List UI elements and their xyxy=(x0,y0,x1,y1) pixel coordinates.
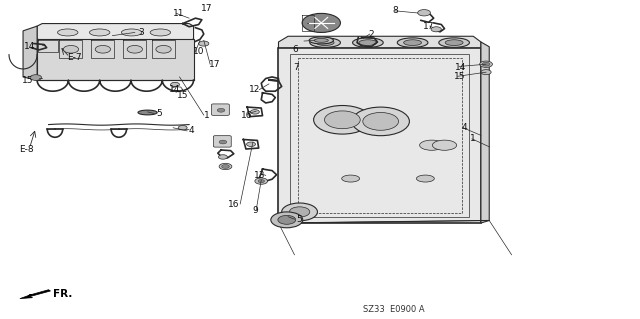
Ellipse shape xyxy=(314,39,328,42)
Text: 6: 6 xyxy=(293,45,299,55)
Polygon shape xyxy=(20,290,51,299)
Polygon shape xyxy=(37,39,193,80)
Ellipse shape xyxy=(359,40,377,46)
Text: 15: 15 xyxy=(177,92,188,100)
Text: FR.: FR. xyxy=(53,289,72,300)
Ellipse shape xyxy=(90,29,110,36)
Circle shape xyxy=(482,62,490,66)
Ellipse shape xyxy=(310,38,340,48)
Ellipse shape xyxy=(445,40,463,46)
Text: E-8: E-8 xyxy=(19,145,33,154)
Polygon shape xyxy=(278,36,481,48)
Circle shape xyxy=(431,27,442,32)
Polygon shape xyxy=(481,42,489,223)
Ellipse shape xyxy=(58,29,78,36)
Text: 2: 2 xyxy=(368,30,374,39)
Circle shape xyxy=(481,70,491,75)
Circle shape xyxy=(246,142,255,146)
Text: 12: 12 xyxy=(249,85,260,94)
Text: 1: 1 xyxy=(204,111,210,120)
Text: 15: 15 xyxy=(454,72,465,81)
Circle shape xyxy=(178,125,187,130)
Circle shape xyxy=(221,165,229,168)
Circle shape xyxy=(258,180,264,183)
Text: 11: 11 xyxy=(172,9,184,18)
Circle shape xyxy=(289,207,310,217)
Text: 7: 7 xyxy=(293,63,299,72)
Circle shape xyxy=(418,10,431,16)
Ellipse shape xyxy=(417,175,435,182)
Circle shape xyxy=(324,111,360,129)
Ellipse shape xyxy=(433,140,457,150)
Circle shape xyxy=(314,106,371,134)
Circle shape xyxy=(363,113,399,130)
Circle shape xyxy=(63,46,79,53)
Ellipse shape xyxy=(316,40,334,46)
Text: 17: 17 xyxy=(200,4,212,13)
Circle shape xyxy=(198,41,209,46)
Ellipse shape xyxy=(150,29,171,36)
Circle shape xyxy=(278,215,296,224)
Ellipse shape xyxy=(404,40,422,46)
Polygon shape xyxy=(278,48,481,223)
Circle shape xyxy=(171,82,179,87)
Circle shape xyxy=(127,46,143,53)
Ellipse shape xyxy=(353,38,383,48)
Text: 4: 4 xyxy=(188,126,194,135)
FancyBboxPatch shape xyxy=(213,136,231,147)
Text: E-7: E-7 xyxy=(67,53,81,62)
Circle shape xyxy=(302,13,340,33)
Ellipse shape xyxy=(122,29,142,36)
Circle shape xyxy=(219,163,232,170)
Circle shape xyxy=(282,203,317,221)
Text: 9: 9 xyxy=(252,206,258,215)
Ellipse shape xyxy=(138,110,157,115)
Text: 17: 17 xyxy=(209,60,220,69)
Ellipse shape xyxy=(342,175,360,182)
Text: 1: 1 xyxy=(470,134,476,143)
Text: 14: 14 xyxy=(24,42,35,51)
Text: 10: 10 xyxy=(193,47,204,56)
Text: 14: 14 xyxy=(455,63,466,72)
Circle shape xyxy=(30,75,42,80)
Circle shape xyxy=(479,61,492,67)
Circle shape xyxy=(218,155,227,159)
Circle shape xyxy=(219,140,227,144)
Polygon shape xyxy=(37,24,193,41)
Circle shape xyxy=(255,178,268,184)
FancyBboxPatch shape xyxy=(211,104,229,115)
Ellipse shape xyxy=(397,38,428,48)
Text: 8: 8 xyxy=(392,6,398,15)
Text: 5: 5 xyxy=(297,215,303,224)
Circle shape xyxy=(95,46,111,53)
Polygon shape xyxy=(23,26,37,80)
Circle shape xyxy=(271,212,303,228)
Text: 15: 15 xyxy=(22,76,33,85)
Circle shape xyxy=(250,110,259,114)
Text: SZ33  E0900 A: SZ33 E0900 A xyxy=(363,305,424,314)
Text: 14: 14 xyxy=(169,85,180,94)
Text: 16: 16 xyxy=(241,111,252,120)
Ellipse shape xyxy=(439,38,469,48)
Text: 17: 17 xyxy=(423,22,435,31)
Circle shape xyxy=(352,107,410,136)
Ellipse shape xyxy=(309,37,333,44)
Circle shape xyxy=(156,46,172,53)
Text: 4: 4 xyxy=(461,123,467,132)
Ellipse shape xyxy=(420,140,444,150)
Text: 16: 16 xyxy=(228,200,239,209)
Text: 3: 3 xyxy=(138,28,144,37)
Circle shape xyxy=(217,108,225,112)
Text: 5: 5 xyxy=(156,109,162,118)
Text: 13: 13 xyxy=(253,171,265,180)
